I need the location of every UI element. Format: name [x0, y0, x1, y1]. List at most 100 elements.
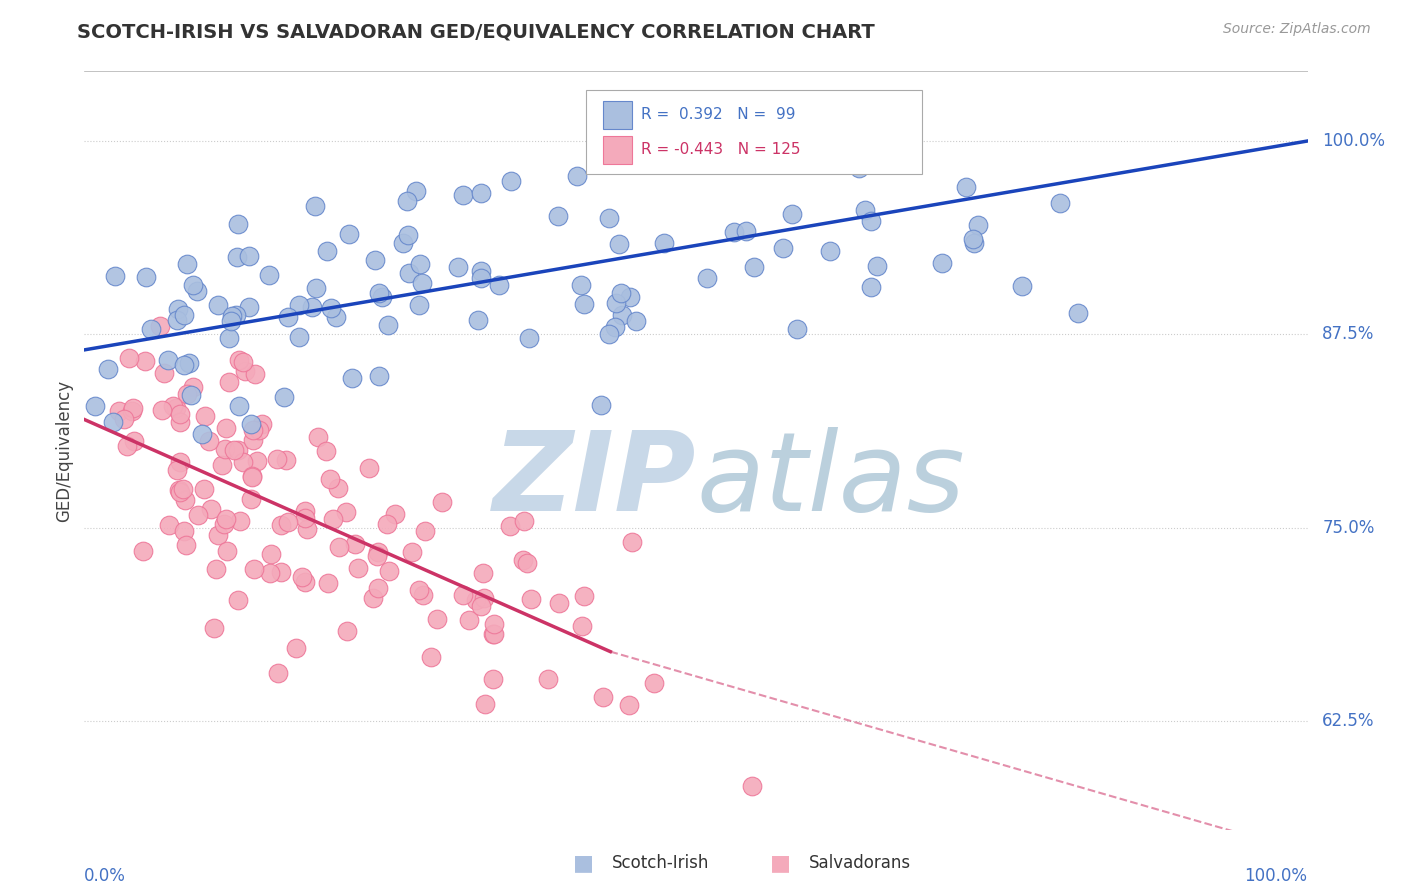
Point: [167, 483, 190, 497]
Point: [307, 429, 329, 443]
Point: [610, 285, 633, 300]
Point: [180, 388, 202, 402]
Point: [326, 481, 349, 495]
Point: [200, 501, 222, 516]
Point: [315, 443, 337, 458]
Point: [517, 330, 540, 344]
Point: [270, 518, 292, 533]
Point: [187, 508, 209, 523]
Point: [285, 641, 308, 656]
Point: [411, 276, 433, 290]
Y-axis label: GED/Equivalency: GED/Equivalency: [55, 379, 73, 522]
Point: [169, 408, 191, 422]
Text: 62.5%: 62.5%: [1322, 712, 1375, 731]
Point: [243, 562, 266, 576]
Point: [413, 524, 436, 538]
Point: [218, 375, 240, 389]
Point: [592, 690, 614, 705]
Point: [162, 399, 184, 413]
Point: [605, 296, 627, 310]
Point: [194, 409, 217, 424]
Point: [470, 264, 492, 278]
Point: [228, 399, 250, 413]
Point: [267, 666, 290, 681]
Point: [482, 626, 505, 640]
Text: Scotch-Irish: Scotch-Irish: [612, 855, 709, 872]
Point: [215, 544, 238, 558]
Point: [962, 232, 984, 246]
Point: [177, 356, 200, 370]
Point: [343, 537, 366, 551]
Text: Salvadorans: Salvadorans: [808, 855, 911, 872]
Point: [340, 371, 363, 385]
Point: [786, 321, 808, 335]
Text: 87.5%: 87.5%: [1322, 326, 1375, 343]
Point: [121, 404, 143, 418]
Point: [328, 541, 350, 555]
Point: [471, 566, 494, 581]
Point: [84, 399, 107, 413]
Point: [398, 266, 420, 280]
Point: [219, 314, 242, 328]
Point: [401, 545, 423, 559]
Point: [141, 322, 163, 336]
Point: [316, 575, 339, 590]
Point: [215, 512, 238, 526]
FancyBboxPatch shape: [603, 136, 633, 164]
Point: [368, 369, 391, 384]
Point: [474, 697, 496, 711]
Point: [453, 188, 475, 202]
Point: [359, 461, 381, 475]
Point: [193, 482, 215, 496]
Point: [396, 194, 419, 208]
Point: [214, 442, 236, 456]
Point: [591, 398, 613, 412]
Point: [232, 355, 254, 369]
Point: [696, 271, 718, 285]
Point: [225, 308, 247, 322]
Point: [482, 616, 505, 631]
Point: [212, 517, 235, 532]
Point: [115, 439, 138, 453]
Point: [467, 313, 489, 327]
Point: [366, 549, 388, 563]
Point: [277, 310, 299, 325]
Point: [114, 411, 136, 425]
Point: [384, 508, 406, 522]
Point: [377, 564, 399, 578]
Point: [818, 244, 841, 259]
Point: [122, 434, 145, 448]
Point: [121, 401, 143, 416]
Point: [181, 277, 204, 292]
Point: [537, 673, 560, 687]
Point: [337, 227, 360, 241]
Point: [512, 552, 534, 566]
Point: [259, 547, 281, 561]
Point: [205, 562, 228, 576]
Point: [430, 495, 453, 509]
Point: [643, 676, 665, 690]
Point: [516, 556, 538, 570]
Point: [336, 624, 359, 639]
Point: [607, 236, 630, 251]
Text: R = -0.443   N = 125: R = -0.443 N = 125: [641, 142, 800, 157]
Point: [519, 592, 541, 607]
Text: 0.0%: 0.0%: [84, 867, 127, 886]
Point: [447, 260, 470, 274]
Point: [166, 312, 188, 326]
Point: [652, 236, 675, 251]
Point: [481, 627, 503, 641]
Text: SCOTCH-IRISH VS SALVADORAN GED/EQUIVALENCY CORRELATION CHART: SCOTCH-IRISH VS SALVADORAN GED/EQUIVALEN…: [77, 22, 875, 41]
Point: [1067, 305, 1090, 319]
Point: [598, 211, 620, 225]
Point: [221, 310, 243, 324]
Point: [166, 302, 188, 317]
Point: [218, 331, 240, 345]
Point: [202, 621, 225, 635]
Point: [335, 504, 357, 518]
Point: [377, 318, 399, 332]
Point: [367, 581, 389, 595]
Point: [513, 514, 536, 528]
Point: [316, 244, 339, 258]
Point: [626, 314, 648, 328]
